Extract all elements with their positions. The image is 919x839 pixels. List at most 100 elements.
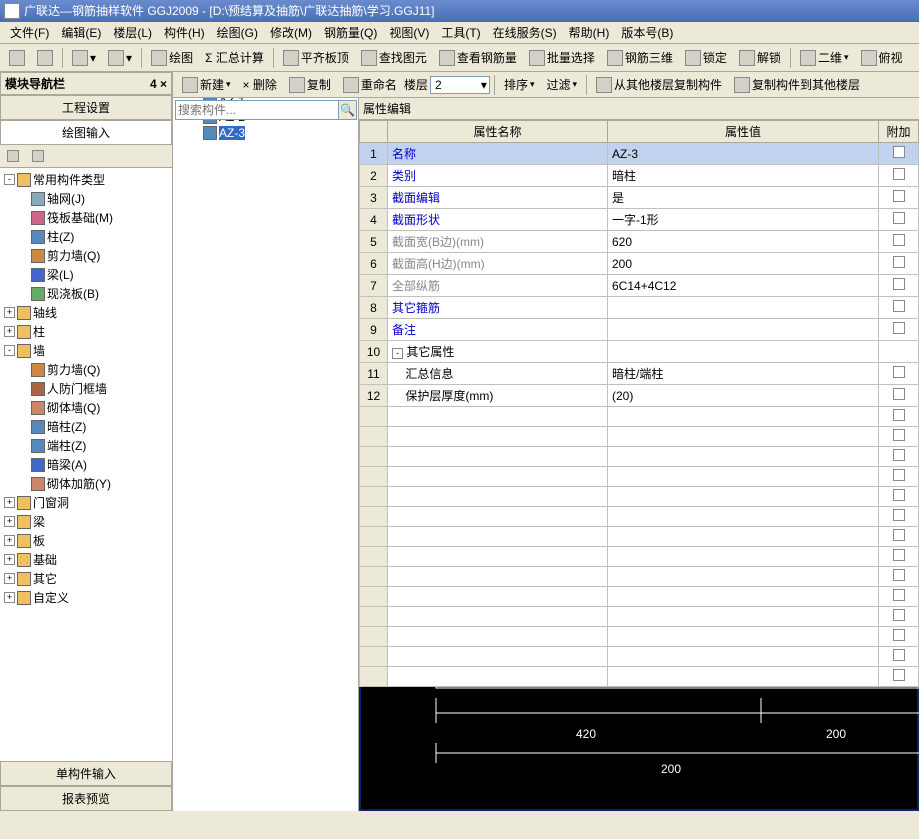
tree-node[interactable]: 现浇板(B)	[2, 284, 170, 303]
nav-tab-draw[interactable]: 绘图输入	[0, 120, 172, 145]
nav-tab-single[interactable]: 单构件输入	[0, 761, 172, 786]
tool-undo[interactable]: ▾	[67, 47, 101, 69]
window-title: 广联达—钢筋抽样软件 GGJ2009 - [D:\预结算及抽筋\广联达抽筋\学习…	[24, 0, 435, 22]
table-row[interactable]: 9备注	[360, 319, 919, 341]
tool-summary[interactable]: Σ 汇总计算	[200, 46, 269, 69]
copy-from-btn[interactable]: 从其他楼层复制构件	[591, 73, 727, 96]
menu-item[interactable]: 构件(H)	[158, 24, 211, 41]
menu-item[interactable]: 编辑(E)	[55, 24, 107, 41]
app-icon	[4, 3, 20, 19]
nav-tool-1[interactable]	[2, 147, 24, 165]
window-titlebar: 广联达—钢筋抽样软件 GGJ2009 - [D:\预结算及抽筋\广联达抽筋\学习…	[0, 0, 919, 22]
list-item[interactable]: AZ-3	[175, 125, 356, 141]
tool-2d[interactable]: 二维	[795, 46, 854, 69]
tool-find[interactable]: 查找图元	[356, 46, 432, 69]
search-container: 🔍	[173, 98, 359, 122]
tool-rebar[interactable]: 查看钢筋量	[434, 46, 522, 69]
tree-node[interactable]: 暗梁(A)	[2, 455, 170, 474]
tree-node[interactable]: +自定义	[2, 588, 170, 607]
action-bar: 新建 × 删除 复制 重命名 楼层 2 排序 过滤 从其他楼层复制构件 复制构件…	[173, 72, 919, 98]
menu-item[interactable]: 视图(V)	[383, 24, 435, 41]
table-row[interactable]: 7全部纵筋6C14+4C12	[360, 275, 919, 297]
menu-item[interactable]: 绘图(G)	[211, 24, 264, 41]
tree-node[interactable]: 砌体加筋(Y)	[2, 474, 170, 493]
tool-bird[interactable]: 俯视	[856, 46, 908, 69]
nav-title: 模块导航栏 4 ×	[0, 72, 172, 95]
menu-item[interactable]: 修改(M)	[264, 24, 318, 41]
tree-node[interactable]: 柱(Z)	[2, 227, 170, 246]
menubar: 文件(F)编辑(E)楼层(L)构件(H)绘图(G)修改(M)钢筋量(Q)视图(V…	[0, 22, 919, 44]
floor-label: 楼层	[404, 76, 428, 93]
component-tree[interactable]: -常用构件类型轴网(J)筏板基础(M)柱(Z)剪力墙(Q)梁(L)现浇板(B)+…	[0, 168, 172, 761]
tool-redo[interactable]: ▾	[103, 47, 137, 69]
table-row[interactable]: 8其它箍筋	[360, 297, 919, 319]
table-row[interactable]: 11 汇总信息暗柱/端柱	[360, 363, 919, 385]
tree-node[interactable]: 端柱(Z)	[2, 436, 170, 455]
menu-item[interactable]: 帮助(H)	[563, 24, 616, 41]
tree-node[interactable]: +基础	[2, 550, 170, 569]
search-input[interactable]	[176, 101, 338, 119]
menu-item[interactable]: 版本号(B)	[615, 24, 679, 41]
tree-node[interactable]: 筏板基础(M)	[2, 208, 170, 227]
nav-mini-toolbar	[0, 145, 172, 168]
nav-tab-report[interactable]: 报表预览	[0, 786, 172, 811]
new-btn[interactable]: 新建	[177, 73, 236, 96]
table-row[interactable]: 6截面高(H边)(mm)200	[360, 253, 919, 275]
component-list-panel: - 暗柱 AZ-1 AZ-2 AZ-3	[173, 72, 359, 811]
table-row[interactable]: 5截面宽(B边)(mm)620	[360, 231, 919, 253]
filter-btn[interactable]: 过滤	[541, 73, 582, 96]
search-icon[interactable]: 🔍	[338, 101, 356, 119]
svg-text:200: 200	[826, 727, 846, 741]
del-btn[interactable]: × 删除	[238, 73, 282, 96]
table-row[interactable]: 3截面编辑是	[360, 187, 919, 209]
sort-btn[interactable]: 排序	[499, 73, 540, 96]
properties-table[interactable]: 属性名称属性值附加1名称AZ-32类别暗柱3截面编辑是4截面形状一字-1形5截面…	[359, 120, 919, 687]
nav-tool-2[interactable]	[27, 147, 49, 165]
tool-tri[interactable]: 钢筋三维	[602, 46, 678, 69]
svg-text:420: 420	[576, 727, 596, 741]
tree-node[interactable]: 人防门框墙	[2, 379, 170, 398]
tool-open[interactable]	[4, 47, 30, 69]
tree-node[interactable]: +梁	[2, 512, 170, 531]
menu-item[interactable]: 在线服务(S)	[487, 24, 563, 41]
table-row[interactable]: 2类别暗柱	[360, 165, 919, 187]
tool-lock[interactable]: 锁定	[680, 46, 732, 69]
nav-panel: 模块导航栏 4 × 工程设置 绘图输入 -常用构件类型轴网(J)筏板基础(M)柱…	[0, 72, 173, 811]
tree-node[interactable]: +门窗洞	[2, 493, 170, 512]
tree-node[interactable]: +柱	[2, 322, 170, 341]
menu-item[interactable]: 楼层(L)	[107, 24, 158, 41]
nav-tab-project[interactable]: 工程设置	[0, 95, 172, 120]
tool-batch[interactable]: 批量选择	[524, 46, 600, 69]
menu-item[interactable]: 钢筋量(Q)	[318, 24, 383, 41]
table-row[interactable]: 1名称AZ-3	[360, 143, 919, 165]
menu-item[interactable]: 工具(T)	[435, 24, 486, 41]
tool-draw[interactable]: 绘图	[146, 46, 198, 69]
tree-node[interactable]: +板	[2, 531, 170, 550]
copy-to-btn[interactable]: 复制构件到其他楼层	[729, 73, 865, 96]
floor-combo[interactable]: 2	[430, 76, 490, 94]
table-row[interactable]: 12 保护层厚度(mm)(20)	[360, 385, 919, 407]
tool-unlock[interactable]: 解锁	[734, 46, 786, 69]
tool-save[interactable]	[32, 47, 58, 69]
tree-node[interactable]: -墙	[2, 341, 170, 360]
tree-node[interactable]: 剪力墙(Q)	[2, 246, 170, 265]
tree-node[interactable]: 轴网(J)	[2, 189, 170, 208]
tree-node[interactable]: 剪力墙(Q)	[2, 360, 170, 379]
tree-node[interactable]: 砌体墙(Q)	[2, 398, 170, 417]
tool-flat[interactable]: 平齐板顶	[278, 46, 354, 69]
component-list[interactable]: - 暗柱 AZ-1 AZ-2 AZ-3	[173, 72, 358, 811]
copy-btn[interactable]: 复制	[284, 73, 336, 96]
toolbar-1: ▾ ▾ 绘图 Σ 汇总计算 平齐板顶 查找图元 查看钢筋量 批量选择 钢筋三维 …	[0, 44, 919, 72]
tree-node[interactable]: +其它	[2, 569, 170, 588]
tree-node[interactable]: 暗柱(Z)	[2, 417, 170, 436]
rename-btn[interactable]: 重命名	[338, 73, 402, 96]
svg-text:200: 200	[661, 762, 681, 776]
tree-node[interactable]: -常用构件类型	[2, 170, 170, 189]
pin-icon[interactable]: 4 ×	[150, 77, 167, 91]
table-row[interactable]: 4截面形状一字-1形	[360, 209, 919, 231]
table-row[interactable]: 10- 其它属性	[360, 341, 919, 363]
tree-node[interactable]: 梁(L)	[2, 265, 170, 284]
tree-node[interactable]: +轴线	[2, 303, 170, 322]
prop-title: 属性编辑	[359, 98, 919, 120]
menu-item[interactable]: 文件(F)	[4, 24, 55, 41]
